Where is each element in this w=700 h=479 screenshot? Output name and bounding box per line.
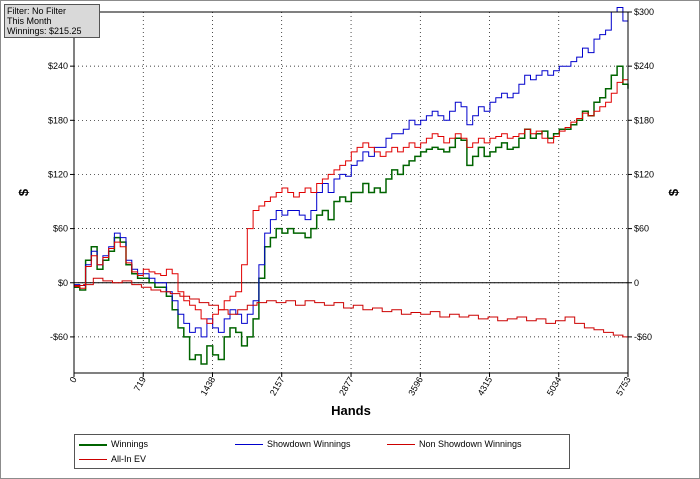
filter-info-box: Filter: No Filter This Month Winnings: $… <box>4 4 100 38</box>
legend-item-winnings: Winnings <box>79 437 148 451</box>
y-axis-title-right: $ <box>666 188 681 196</box>
y-tick-label-right: $120 <box>634 169 654 179</box>
x-axis-title: Hands <box>331 403 371 418</box>
legend-item-showdown-winnings: Showdown Winnings <box>235 437 351 451</box>
x-tick-label: 3596 <box>406 375 425 397</box>
x-tick-label: 5753 <box>614 375 633 397</box>
series-line-showdown-winnings <box>74 7 629 338</box>
period-label: This Month <box>7 16 52 26</box>
x-tick-label: 2877 <box>337 375 356 397</box>
y-tick-label-right: $300 <box>634 7 654 17</box>
y-tick-label-left: $120 <box>48 169 68 179</box>
x-tick-label: 5034 <box>545 375 564 397</box>
chart-legend: Winnings Showdown Winnings Non Showdown … <box>74 434 570 469</box>
x-tick-label: 2157 <box>268 375 287 397</box>
y-tick-label-right: $60 <box>634 224 649 234</box>
legend-item-non-showdown-winnings: Non Showdown Winnings <box>387 437 522 451</box>
x-tick-label: 719 <box>132 375 148 393</box>
legend-label: All-In EV <box>111 454 147 464</box>
y-tick-label-right: 0 <box>634 278 639 288</box>
legend-swatch <box>79 443 107 446</box>
x-tick-label: 4315 <box>476 375 495 397</box>
winnings-label: Winnings: $215.25 <box>7 26 82 36</box>
y-tick-label-left: $240 <box>48 61 68 71</box>
legend-swatch <box>235 444 263 446</box>
y-tick-label-left: $60 <box>53 224 68 234</box>
y-tick-label-left: -$60 <box>50 332 68 342</box>
legend-swatch <box>79 459 107 461</box>
series-line-non-showdown-winnings <box>74 277 629 338</box>
y-tick-label-right: $180 <box>634 115 654 125</box>
series-line-all-in-ev <box>74 79 629 324</box>
y-axis-title-left: $ <box>16 188 31 196</box>
legend-label: Non Showdown Winnings <box>419 439 522 449</box>
y-tick-label-left: $180 <box>48 115 68 125</box>
y-tick-label-right: -$60 <box>634 332 652 342</box>
x-tick-label: 0 <box>68 375 79 384</box>
legend-label: Showdown Winnings <box>267 439 351 449</box>
y-tick-label-left: $0 <box>58 278 68 288</box>
y-tick-label-right: $240 <box>634 61 654 71</box>
legend-label: Winnings <box>111 439 149 449</box>
filter-label: Filter: No Filter <box>7 6 67 16</box>
legend-swatch <box>387 444 415 446</box>
legend-item-all-in-ev: All-In EV <box>79 452 146 466</box>
x-tick-label: 1438 <box>199 375 218 397</box>
